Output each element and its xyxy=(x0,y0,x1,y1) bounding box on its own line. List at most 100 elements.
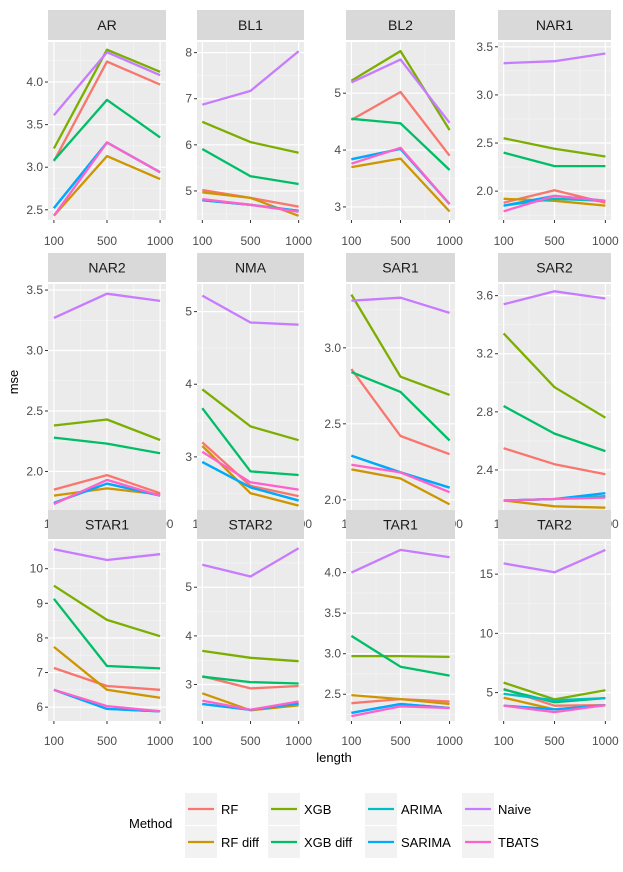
y-tick-label: 3.0 xyxy=(324,341,341,355)
y-tick-label: 3.6 xyxy=(476,289,493,303)
panel-strip: STAR1 xyxy=(48,510,166,539)
series-line-rf-diff xyxy=(351,157,451,213)
panel-strip: AR xyxy=(48,10,166,40)
x-axis: 100 500 1000 xyxy=(192,220,312,248)
x-axis: 100 500 1000 xyxy=(341,220,463,248)
panel-strip: BL1 xyxy=(197,10,304,40)
series-lines xyxy=(201,50,300,217)
legend-item-rf: RF xyxy=(185,793,238,825)
series-line-naive xyxy=(53,548,161,562)
series-line-naive xyxy=(503,52,606,65)
y-tick-label: 3 xyxy=(185,450,192,464)
x-axis: 100 500 1000 xyxy=(494,220,619,248)
series-line-naive xyxy=(503,290,606,306)
series-line-tbats xyxy=(503,496,606,502)
legend: Method RF RF diff XGB XGB diff ARIMA SARIMA Na… xyxy=(129,793,539,858)
y-tick-label: 3.0 xyxy=(26,344,43,358)
series-lines xyxy=(350,49,451,213)
series-line-xgb-diff xyxy=(201,407,299,477)
gridlines xyxy=(498,42,611,220)
series-line-tbats xyxy=(351,146,451,205)
y-axis-title: mse xyxy=(6,370,21,395)
panel-star1: STAR1 6 7 8 9 10 100 500 1000 xyxy=(30,510,174,748)
series-line-xgb-diff xyxy=(52,598,161,670)
legend-label: XGB diff xyxy=(304,835,353,850)
y-tick-label: 6 xyxy=(185,138,192,152)
series-lines xyxy=(503,52,606,213)
y-tick-label: 10 xyxy=(30,562,44,576)
x-tick-label: 100 xyxy=(44,234,64,248)
panel-strip-title: BL1 xyxy=(238,17,263,33)
series-line-tbats xyxy=(53,688,161,713)
y-tick-label: 2.8 xyxy=(476,405,493,419)
y-tick-label: 2.5 xyxy=(324,687,341,701)
x-axis: 100 500 1000 xyxy=(44,220,174,248)
series-line-naive xyxy=(350,58,451,124)
series-line-xgb-diff xyxy=(350,634,450,677)
series-line-rf-diff xyxy=(503,499,606,509)
series-line-rf xyxy=(350,368,450,456)
legend-label: RF xyxy=(221,802,238,817)
x-axis: 100 500 1000 xyxy=(494,721,619,748)
series-line-rf-diff xyxy=(351,693,450,706)
series-line-rf-diff xyxy=(503,197,606,207)
legend-label: XGB xyxy=(304,802,331,817)
series-line-naive xyxy=(202,547,300,578)
panel-strip-title: TAR1 xyxy=(383,517,418,533)
x-tick-label: 100 xyxy=(192,234,212,248)
y-tick-label: 3.5 xyxy=(26,118,43,132)
x-axis: 100 500 1000 xyxy=(44,721,174,748)
x-tick-label: 100 xyxy=(494,734,514,748)
series-line-xgb xyxy=(350,294,450,396)
panel-strip-background xyxy=(48,10,166,40)
y-tick-label: 2.0 xyxy=(324,493,341,507)
x-tick-label: 500 xyxy=(240,734,260,748)
y-axis: 3 4 5 xyxy=(334,86,346,214)
y-tick-label: 15 xyxy=(480,567,494,581)
y-tick-label: 3.0 xyxy=(26,160,43,174)
series-line-naive xyxy=(350,548,450,574)
panel-nar1: NAR1 2.0 2.5 3.0 3.5 100 500 1000 xyxy=(476,10,619,248)
panel-strip-background xyxy=(197,510,304,539)
y-axis: 5 6 7 8 xyxy=(185,46,197,198)
series-line-tbats xyxy=(52,141,161,217)
y-tick-label: 2.0 xyxy=(476,184,493,198)
panel-strip-background xyxy=(346,10,455,40)
panel-strip: SAR1 xyxy=(346,253,455,282)
panel-strip: NAR2 xyxy=(48,253,166,282)
series-line-xgb-diff xyxy=(503,151,606,168)
panel-strip: STAR2 xyxy=(197,510,304,539)
y-tick-label: 5 xyxy=(334,86,341,100)
series-line-rf xyxy=(53,473,161,495)
gridlines xyxy=(197,541,304,721)
x-tick-label: 1000 xyxy=(285,734,312,748)
series-line-naive xyxy=(53,292,161,319)
panel-strip: SAR2 xyxy=(498,253,611,282)
panel-strip-title: SAR1 xyxy=(382,260,419,276)
y-tick-label: 3 xyxy=(185,678,192,692)
y-tick-label: 5 xyxy=(486,686,493,700)
panel-strip-background xyxy=(346,510,455,539)
x-tick-label: 100 xyxy=(192,734,212,748)
series-line-naive xyxy=(503,548,606,574)
series-lines xyxy=(503,548,606,714)
x-tick-label: 1000 xyxy=(147,234,174,248)
series-lines xyxy=(350,548,450,718)
y-tick-label: 2.5 xyxy=(26,404,43,418)
series-lines xyxy=(201,547,300,712)
series-line-xgb-diff xyxy=(350,371,451,442)
panel-strip: TAR2 xyxy=(498,510,611,539)
series-lines xyxy=(350,294,451,506)
series-line-xgb xyxy=(350,49,451,131)
x-tick-label: 1000 xyxy=(285,234,312,248)
panel-nma: NMA3451005001000 xyxy=(185,253,312,531)
series-line-rf xyxy=(503,447,606,476)
series-line-naive xyxy=(351,296,450,314)
series-line-naive xyxy=(201,294,299,326)
panel-strip-background xyxy=(498,10,611,40)
y-tick-label: 9 xyxy=(36,596,43,610)
y-tick-label: 7 xyxy=(36,666,43,680)
